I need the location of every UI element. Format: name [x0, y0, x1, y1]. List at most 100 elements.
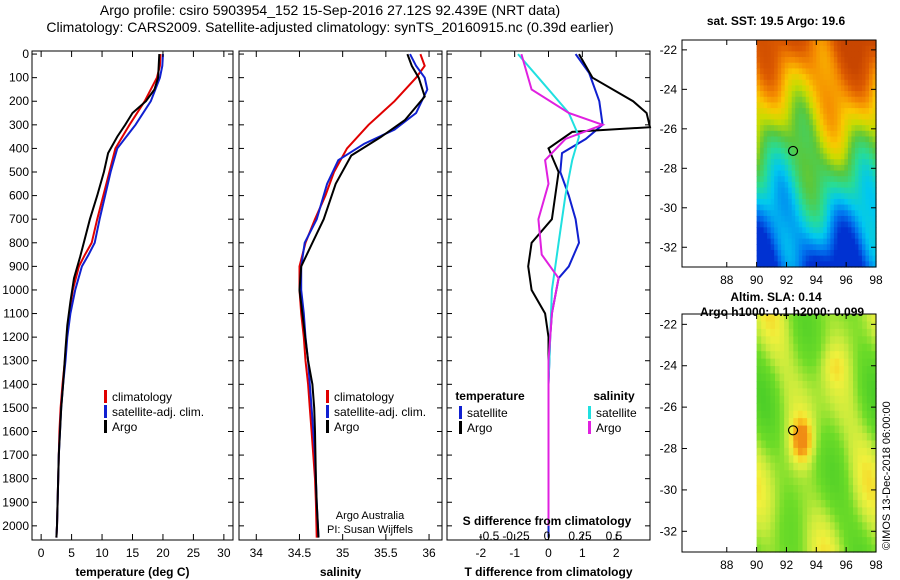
- map-cell-sst_map: [833, 147, 838, 155]
- map-cell-sla_map: [853, 425, 859, 434]
- map-cell-sst_map: [781, 198, 786, 206]
- map-cell-sla_map: [834, 433, 840, 442]
- map-cell-sst_map: [819, 210, 824, 217]
- map-cell-sst_map: [795, 193, 800, 200]
- map-cell-sst_map: [830, 204, 835, 211]
- map-cell-sst_map: [868, 255, 874, 262]
- map-cell-sla_map: [802, 380, 808, 389]
- map-cell-sla_map: [820, 544, 827, 553]
- map-cell-sla_map: [816, 418, 822, 427]
- map-cell-sst_map: [819, 198, 824, 206]
- map-cell-sst_map: [767, 68, 772, 75]
- map-cell-sst_map: [872, 153, 877, 160]
- map-cell-sla_map: [820, 358, 827, 367]
- map-cell-sst_map: [791, 102, 796, 109]
- map-cell-sla_map: [825, 314, 831, 323]
- map-cell-sst_map: [861, 221, 867, 228]
- map-cell-sst_map: [777, 261, 782, 268]
- map-cell-sst_map: [861, 113, 867, 121]
- map-cell-sst_map: [767, 215, 772, 223]
- map-cell-sst_map: [805, 181, 810, 189]
- map-cell-sst_map: [805, 176, 810, 183]
- map-cell-sst_map: [812, 130, 817, 138]
- map-y-tick-label-sla_map: -30: [660, 483, 678, 497]
- map-cell-sla_map: [784, 395, 790, 404]
- map-cell-sst_map: [795, 85, 800, 92]
- map-cell-sla_map: [793, 388, 799, 397]
- map-cell-sla_map: [843, 433, 850, 442]
- map-cell-sst_map: [865, 244, 870, 251]
- map-cell-sst_map: [833, 249, 838, 257]
- map-cell-sst_map: [784, 119, 789, 126]
- map-cell-sst_map: [781, 238, 786, 245]
- map-cell-sla_map: [871, 425, 877, 434]
- map-cell-sst_map: [819, 261, 824, 268]
- map-cell-sst_map: [763, 68, 768, 75]
- map-cell-sst_map: [760, 142, 765, 149]
- map-cell-sst_map: [798, 238, 803, 245]
- map-cell-sst_map: [781, 108, 786, 115]
- map-cell-sla_map: [765, 418, 771, 427]
- map-cell-sst_map: [791, 57, 796, 64]
- map-cell-sla_map: [848, 328, 854, 337]
- map-cell-sla_map: [866, 433, 873, 442]
- map-cell-sla_map: [871, 537, 877, 546]
- map-cell-sst_map: [756, 232, 761, 240]
- map-cell-sla_map: [839, 440, 845, 449]
- map-cell-sst_map: [763, 40, 768, 47]
- map-cell-sst_map: [837, 79, 842, 86]
- map-cell-sst_map: [795, 244, 800, 251]
- map-cell-sst_map: [861, 215, 867, 223]
- map-cell-sla_map: [756, 358, 762, 367]
- map-cell-sst_map: [788, 215, 793, 223]
- map-cell-sst_map: [823, 96, 828, 104]
- map-cell-sla_map: [830, 499, 836, 508]
- map-cell-sst_map: [781, 40, 786, 47]
- legend-swatch: [459, 406, 462, 419]
- map-cell-sla_map: [848, 492, 854, 501]
- map-cell-sst_map: [805, 170, 810, 177]
- map-cell-sst_map: [760, 198, 765, 206]
- map-cell-sst_map: [865, 96, 870, 104]
- map-cell-sla_map: [797, 336, 804, 345]
- map-cell-sla_map: [825, 485, 831, 494]
- map-cell-sla_map: [811, 351, 817, 360]
- map-cell-sst_map: [837, 40, 842, 47]
- map-cell-sla_map: [765, 366, 771, 375]
- map-cell-sst_map: [872, 57, 877, 64]
- map-cell-sla_map: [848, 514, 854, 523]
- map-cell-sst_map: [756, 244, 761, 251]
- map-cell-sst_map: [798, 181, 803, 189]
- map-cell-sst_map: [854, 164, 860, 172]
- map-cell-sst_map: [861, 96, 867, 104]
- map-cell-sla_map: [793, 343, 799, 352]
- map-cell-sst_map: [854, 113, 860, 121]
- map-cell-sst_map: [756, 204, 761, 211]
- map-cell-sst_map: [872, 227, 877, 234]
- map-cell-sst_map: [833, 85, 838, 92]
- map-cell-sla_map: [793, 447, 799, 456]
- map-cell-sst_map: [767, 244, 772, 251]
- map-cell-sst_map: [770, 51, 775, 58]
- map-cell-sst_map: [844, 244, 849, 251]
- map-cell-sst_map: [805, 130, 810, 138]
- map-cell-sst_map: [816, 215, 821, 223]
- map-cell-sla_map: [797, 544, 804, 553]
- map-cell-sla_map: [765, 403, 771, 412]
- map-cell-sst_map: [844, 74, 849, 81]
- map-cell-sst_map: [770, 57, 775, 64]
- map-cell-sst_map: [865, 125, 870, 132]
- map-cell-sst_map: [798, 57, 803, 64]
- map-cell-sla_map: [779, 418, 785, 427]
- map-cell-sst_map: [756, 147, 761, 155]
- map-cell-sla_map: [848, 425, 854, 434]
- map-cell-sla_map: [857, 477, 863, 486]
- map-cell-sst_map: [858, 198, 863, 206]
- map-cell-sla_map: [756, 507, 762, 516]
- map-cell-sla_map: [839, 462, 845, 471]
- map-cell-sst_map: [837, 74, 842, 81]
- map-cell-sla_map: [761, 395, 767, 404]
- map-cell-sst_map: [777, 227, 782, 234]
- map-cell-sst_map: [816, 227, 821, 234]
- map-cell-sst_map: [833, 170, 838, 177]
